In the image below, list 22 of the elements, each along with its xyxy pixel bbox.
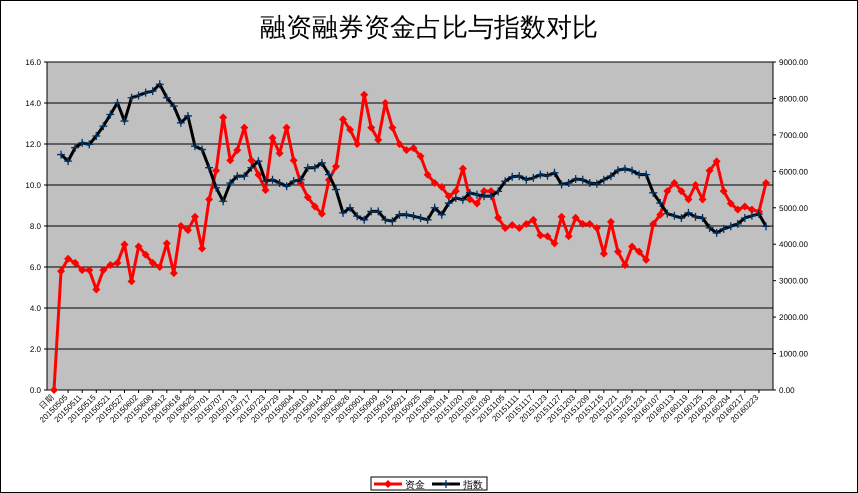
y2-tick-label: 8000.00	[779, 94, 808, 104]
y-tick-label: 8.0	[30, 222, 42, 231]
y2-tick-label: 1000.00	[779, 350, 808, 359]
legend-label: 指数	[462, 479, 483, 491]
y2-tick-label: 5000.00	[779, 204, 808, 213]
y2-tick-label: 4000.00	[779, 240, 808, 250]
y-tick-label: 10.0	[25, 181, 42, 190]
y2-tick-label: 7000.00	[779, 130, 808, 140]
y-tick-label: 14.0	[25, 99, 42, 108]
y-tick-label: 4.0	[30, 304, 42, 313]
chart-title: 融资融券资金占比与指数对比	[260, 13, 598, 42]
y2-tick-label: 9000.00	[779, 58, 808, 67]
y2-tick-label: 2000.00	[779, 313, 808, 322]
y-tick-label: 0.0	[30, 386, 42, 395]
legend-label: 资金	[405, 479, 425, 491]
y2-tick-label: 0.00	[779, 386, 796, 395]
y-tick-label: 6.0	[30, 263, 42, 272]
y-tick-label: 2.0	[30, 345, 42, 354]
y-tick-label: 12.0	[25, 140, 42, 149]
y-tick-label: 16.0	[25, 58, 42, 67]
y2-tick-label: 6000.00	[779, 167, 808, 176]
y2-tick-label: 3000.00	[779, 276, 808, 286]
